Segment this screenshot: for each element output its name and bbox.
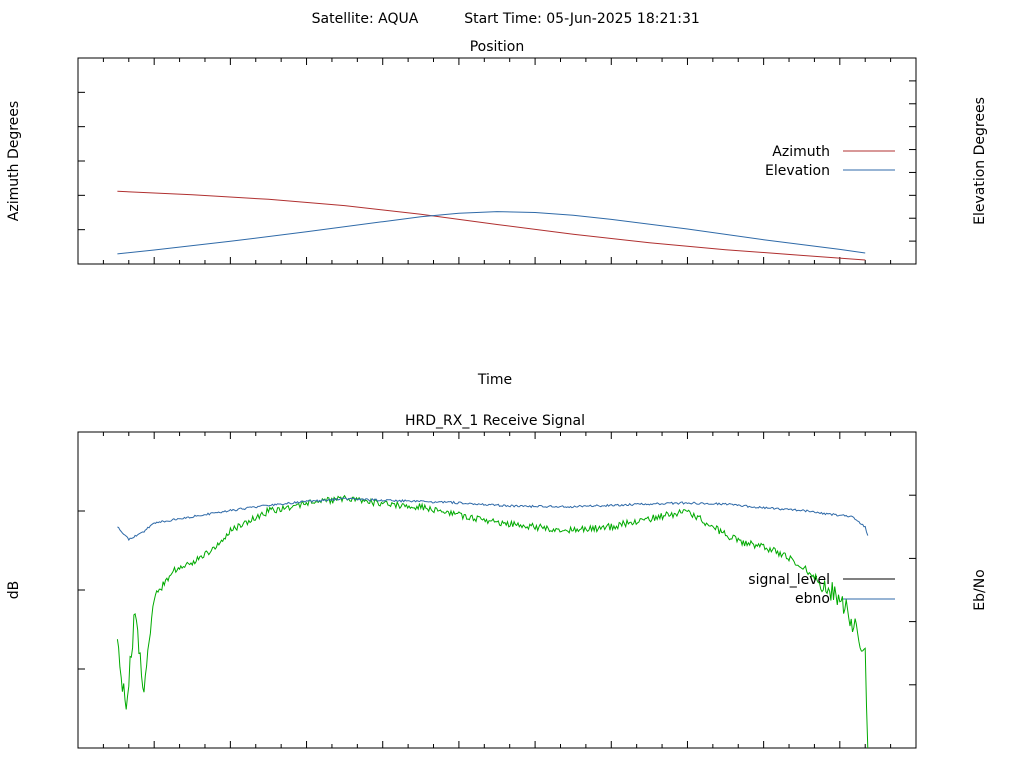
- legend-elevation-label: Elevation: [765, 163, 830, 179]
- position-plot-frame: [77, 57, 917, 265]
- legend-signal-level-label: signal_level: [748, 572, 830, 588]
- signal-series-ebno-line: [117, 497, 869, 541]
- legend-ebno-label: ebno: [795, 591, 830, 607]
- position-y2-axis-label: Elevation Degrees: [972, 97, 988, 225]
- signal-y2-axis-label: Eb/No: [972, 569, 988, 611]
- legend-azimuth-label: Azimuth: [772, 144, 830, 160]
- position-series-azimuth-line: [117, 190, 866, 261]
- position-series-elevation-line: [117, 211, 866, 255]
- position-x-axis-label: Time: [477, 372, 512, 388]
- position-chart-title: Position: [470, 39, 525, 55]
- signal-plot-frame: [77, 431, 917, 749]
- start-time-label: Start Time: 05-Jun-2025 18:21:31: [464, 11, 700, 27]
- signal-y-axis-label: dB: [6, 581, 22, 600]
- position-y-axis-label: Azimuth Degrees: [6, 101, 22, 221]
- signal-series-signal-level-line: [116, 494, 869, 749]
- satellite-label: Satellite: AQUA: [312, 11, 419, 27]
- signal-chart-title: HRD_RX_1 Receive Signal: [405, 413, 585, 429]
